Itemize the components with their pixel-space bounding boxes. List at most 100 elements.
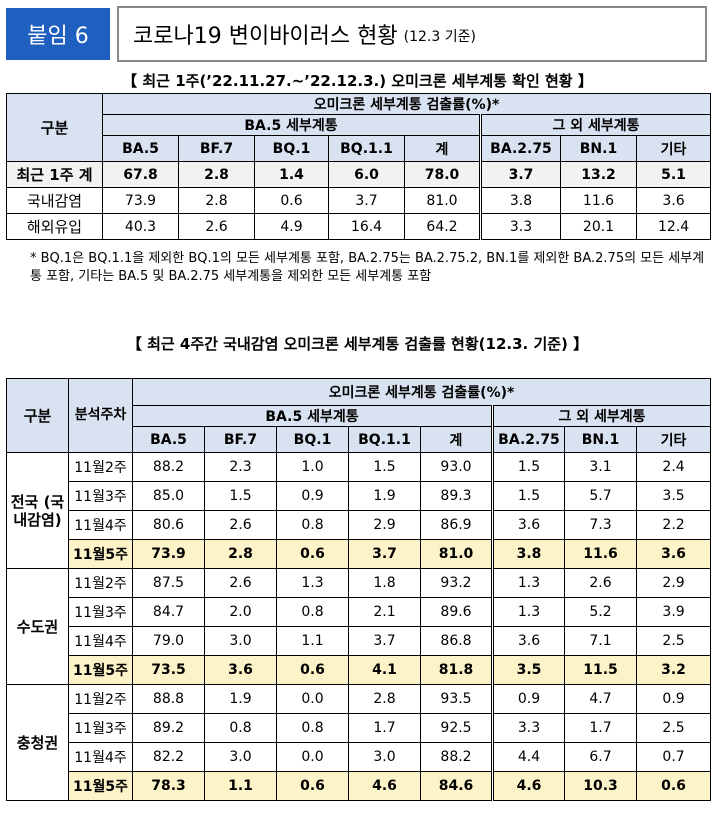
cell-value: 7.1 [564, 626, 637, 656]
cell-value: 89.2 [132, 713, 205, 743]
week-label: 11월3주 [68, 597, 133, 627]
cell-value: 1.1 [276, 626, 349, 656]
cell-value: 4.4 [491, 742, 565, 772]
cell-value: 0.0 [276, 684, 349, 714]
cell-value: 0.6 [276, 655, 349, 685]
cell-value: 3.6 [491, 510, 565, 540]
cell-value: 3.7 [479, 161, 561, 188]
cell-value: 3.6 [204, 655, 277, 685]
cell-value: 3.3 [491, 713, 565, 743]
cell-value: 85.0 [132, 481, 205, 511]
table-four-weeks: 구분 분석주차 오미크론 세부계통 검출률(%)* BA.5 세부계통 그 외 … [6, 378, 712, 801]
region-label: 충청권 [6, 684, 69, 801]
cell-value: 1.5 [348, 452, 421, 482]
region-label: 전국 (국내감염) [6, 452, 69, 569]
cell-value: 1.9 [348, 481, 421, 511]
t2-col-header: BN.1 [564, 426, 637, 453]
cell-value: 4.9 [254, 213, 329, 240]
cell-value: 80.6 [132, 510, 205, 540]
cell-value: 2.1 [348, 597, 421, 627]
t1-col-header: BA.2.75 [479, 135, 561, 162]
cell-value: 3.0 [204, 626, 277, 656]
t2-col-header: BA.5 [132, 426, 205, 453]
cell-value: 1.5 [204, 481, 277, 511]
cell-value: 0.6 [276, 539, 349, 569]
cell-value: 3.2 [635, 655, 712, 685]
cell-value: 0.6 [276, 771, 349, 801]
cell-value: 2.0 [204, 597, 277, 627]
cell-value: 5.7 [564, 481, 637, 511]
cell-value: 0.8 [204, 713, 277, 743]
cell-value: 3.6 [635, 539, 712, 569]
table-row: 수도권 11월2주 87.5 2.6 1.3 1.8 93.2 1.3 2.6 2.9 [6, 568, 712, 685]
t2-header-rate: 오미크론 세부계통 검출률(%)* [131, 378, 712, 406]
cell-value: 78.3 [132, 771, 205, 801]
table-row: 11월5주 73.5 3.6 0.6 4.1 81.8 3.5 11.5 3.2 [7, 655, 712, 685]
cell-value: 1.1 [204, 771, 277, 801]
table-row: 11월3주 85.0 1.5 0.9 1.9 89.3 1.5 5.7 3.5 [7, 481, 712, 511]
t1-header-rate: 오미크론 세부계통 검출률(%)* [101, 93, 712, 115]
cell-value: 2.8 [178, 187, 255, 214]
cell-value: 81.0 [404, 187, 481, 214]
table1-footnote: * BQ.1은 BQ.1.1을 제외한 BQ.1의 모든 세부계통 포함, BA… [30, 251, 705, 284]
cell-value: 3.5 [491, 655, 565, 685]
cell-value: 0.8 [276, 510, 349, 540]
cell-value: 78.0 [404, 161, 481, 188]
cell-value: 3.7 [348, 626, 421, 656]
t2-header-week: 분석주차 [68, 378, 133, 453]
cell-value: 2.5 [635, 626, 712, 656]
cell-value: 3.6 [635, 187, 712, 214]
week-label: 11월2주 [68, 684, 133, 714]
cell-value: 4.6 [491, 771, 565, 801]
table-row: 국내감염 73.9 2.8 0.6 3.7 81.0 3.8 11.6 3.6 [6, 187, 712, 214]
cell-value: 0.8 [276, 597, 349, 627]
cell-value: 0.8 [276, 713, 349, 743]
cell-value: 3.0 [204, 742, 277, 772]
cell-value: 93.5 [420, 684, 493, 714]
cell-value: 3.8 [491, 539, 565, 569]
cell-value: 1.7 [564, 713, 637, 743]
cell-value: 2.6 [564, 568, 637, 598]
table-row: 전국 (국내감염) 11월2주 88.2 2.3 1.0 1.5 93.0 1.5 3.1 2.4 [6, 452, 712, 569]
t1-col-header: BQ.1.1 [328, 135, 405, 162]
cell-value: 0.6 [635, 771, 712, 801]
page-title: 코로나19 변이바이러스 현황 [133, 24, 398, 49]
t2-col-header: BA.2.75 [491, 426, 565, 453]
cell-value: 64.2 [404, 213, 481, 240]
cell-value: 0.9 [635, 684, 712, 714]
t1-col-header: BA.5 [102, 135, 179, 162]
cell-value: 13.2 [560, 161, 637, 188]
cell-value: 4.7 [564, 684, 637, 714]
t1-col-header: 계 [404, 135, 481, 162]
cell-value: 2.6 [178, 213, 255, 240]
week-label: 11월5주 [68, 655, 133, 685]
week-label: 11월3주 [68, 481, 133, 511]
cell-value: 11.6 [564, 539, 637, 569]
cell-value: 2.6 [204, 510, 277, 540]
week-label: 11월5주 [68, 771, 133, 801]
cell-value: 3.8 [479, 187, 561, 214]
cell-value: 67.8 [102, 161, 179, 188]
cell-value: 2.3 [204, 452, 277, 482]
cell-value: 2.6 [204, 568, 277, 598]
cell-value: 1.3 [491, 597, 565, 627]
table-row: 11월4주 82.2 3.0 0.0 3.0 88.2 4.4 6.7 0.7 [7, 742, 712, 772]
cell-value: 2.9 [635, 568, 712, 598]
cell-value: 2.5 [635, 713, 712, 743]
cell-value: 3.1 [564, 452, 637, 482]
cell-value: 16.4 [328, 213, 405, 240]
cell-value: 3.6 [491, 626, 565, 656]
week-label: 11월4주 [68, 510, 133, 540]
title-box: 코로나19 변이바이러스 현황 (12.3 기준) [117, 6, 707, 62]
week-label: 11월2주 [68, 568, 133, 598]
cell-value: 1.9 [204, 684, 277, 714]
cell-value: 10.3 [564, 771, 637, 801]
row-label: 국내감염 [6, 187, 103, 214]
cell-value: 3.0 [348, 742, 421, 772]
row-label: 최근 1주 계 [6, 161, 103, 188]
cell-value: 1.4 [254, 161, 329, 188]
cell-value: 2.4 [635, 452, 712, 482]
cell-value: 3.3 [479, 213, 561, 240]
week-label: 11월5주 [68, 539, 133, 569]
table2-caption: 【 최근 4주간 국내감염 오미크론 세부계통 검출률 현황(12.3. 기준)… [126, 335, 589, 353]
